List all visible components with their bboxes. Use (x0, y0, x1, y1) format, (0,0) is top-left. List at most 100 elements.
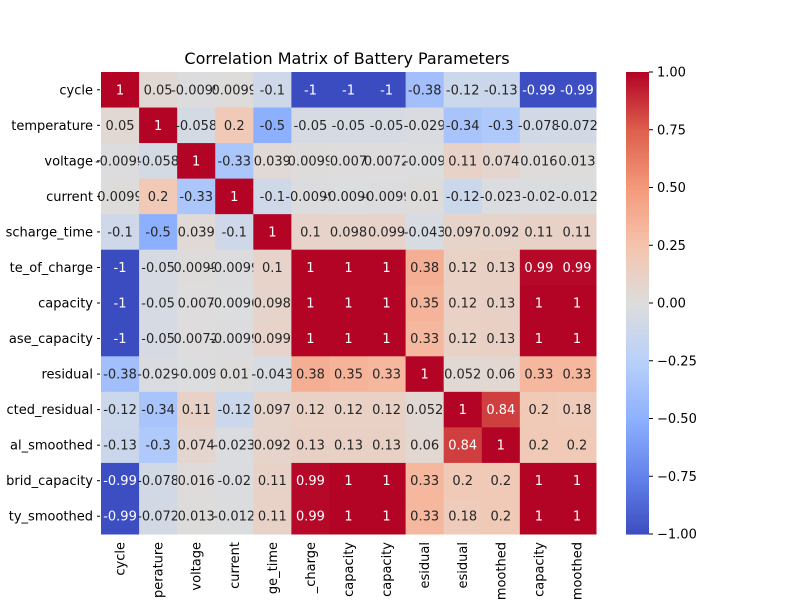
cell-value-label: -0.058 (137, 154, 179, 169)
cell-value-label: 0.052 (444, 368, 481, 383)
colorbar-segment (626, 462, 649, 466)
colorbar-segment (626, 249, 649, 253)
colorbar-segment (626, 335, 649, 339)
colorbar-segment (626, 427, 649, 431)
colorbar-segment (626, 344, 649, 348)
cell-value-label: -0.012 (556, 190, 598, 205)
colorbar-segment (626, 90, 649, 94)
heatmap-cell (215, 72, 254, 109)
heatmap-cell (519, 462, 559, 499)
heatmap-cell (481, 214, 521, 251)
colorbar-segment (626, 263, 649, 267)
colorbar-tick-label: 0.50 (657, 181, 686, 196)
cell-value-label: 0.039 (178, 225, 215, 240)
heatmap-cell (557, 107, 597, 144)
heatmap-cell (329, 427, 369, 464)
colorbar-segment (626, 467, 649, 470)
cell-value-label: 0.84 (448, 439, 477, 454)
cell-value-label: 0.016 (178, 474, 215, 489)
colorbar-segment (626, 531, 649, 535)
heatmap-cell (215, 320, 254, 357)
cell-value-label: -0.99 (103, 474, 137, 489)
cell-value-label: 0.013 (178, 510, 215, 525)
cell-value-label: -0.0096 (323, 190, 373, 205)
cell-value-label: 0.84 (486, 403, 515, 418)
cell-value-label: 0.1 (300, 225, 321, 240)
colorbar-tick-label: −0.50 (657, 412, 697, 427)
heatmap-cell (291, 356, 330, 393)
colorbar-segment (626, 383, 649, 387)
heatmap-cell (139, 462, 178, 499)
heatmap-cell (291, 320, 330, 357)
colorbar-segment (626, 374, 649, 378)
colorbar-segment (626, 141, 649, 145)
cell-value-label: -1 (114, 332, 127, 347)
colorbar-segment (626, 485, 649, 489)
heatmap-cell (443, 462, 483, 499)
cell-value-label: 1 (306, 297, 314, 312)
heatmap-cell (291, 107, 330, 144)
colorbar-segment (626, 272, 649, 276)
colorbar-segment (626, 157, 649, 161)
heatmap-cell (139, 249, 178, 286)
heatmap-cell (367, 249, 407, 286)
colorbar-segment (626, 175, 649, 179)
colorbar-segment (626, 300, 649, 304)
colorbar-segment (626, 386, 649, 390)
colorbar-segment (626, 321, 649, 325)
heatmap-cell (139, 427, 178, 464)
colorbar-segment (626, 129, 649, 133)
heatmap-cell (253, 356, 292, 393)
cell-value-label: 0.12 (296, 403, 325, 418)
colorbar-segment (626, 490, 649, 494)
colorbar-segment (626, 388, 649, 392)
cell-value-label: -0.072 (556, 119, 598, 134)
heatmap-cell (329, 391, 369, 428)
cell-value-label: -0.072 (137, 510, 179, 525)
heatmap-cell (291, 72, 330, 109)
colorbar-segment (626, 284, 649, 288)
cell-value-label: -0.078 (518, 119, 560, 134)
heatmap-cell (367, 143, 407, 180)
colorbar-segment (626, 441, 649, 445)
cell-value-label: 0.007 (330, 154, 367, 169)
colorbar-segment (626, 231, 649, 235)
colorbar-segment (626, 395, 649, 399)
colorbar-segment (626, 351, 649, 355)
colorbar-segment (626, 406, 649, 410)
y-tick-label: cted_residual (6, 403, 93, 418)
colorbar-segment (626, 397, 649, 401)
colorbar-segment (626, 469, 649, 473)
colorbar-segment (626, 78, 649, 82)
x-tick-label: moothed (494, 542, 509, 600)
colorbar-segment (626, 404, 649, 408)
colorbar-segment (626, 185, 649, 189)
heatmap-cell (177, 462, 216, 499)
heatmap-cell (443, 391, 483, 428)
cell-value-label: -0.009 (175, 368, 217, 383)
cell-value-label: 0.13 (486, 332, 515, 347)
colorbar-segment (626, 166, 649, 170)
cell-value-label: 1 (382, 474, 390, 489)
colorbar-segment (626, 510, 649, 514)
heatmap-cell (557, 391, 597, 428)
colorbar-segment (626, 122, 649, 126)
cell-value-label: 0.098 (254, 297, 291, 312)
y-tick-label: te_of_charge (10, 261, 93, 276)
colorbar-segment (626, 349, 649, 353)
cell-value-label: -0.38 (103, 368, 137, 383)
x-tick-label: esidual (456, 542, 471, 588)
colorbar-segment (626, 208, 649, 212)
cell-value-label: 1 (306, 261, 314, 276)
colorbar-segment (626, 182, 649, 186)
colorbar-segment (626, 460, 649, 463)
heatmap-cell (481, 178, 521, 215)
colorbar-segment (626, 162, 649, 165)
heatmap-cell (443, 356, 483, 393)
heatmap-cell (139, 356, 178, 393)
colorbar-segment (626, 448, 649, 452)
colorbar-segment (626, 111, 649, 115)
colorbar-segment (626, 238, 649, 242)
colorbar-segment (626, 367, 649, 371)
colorbar-segment (626, 178, 649, 182)
